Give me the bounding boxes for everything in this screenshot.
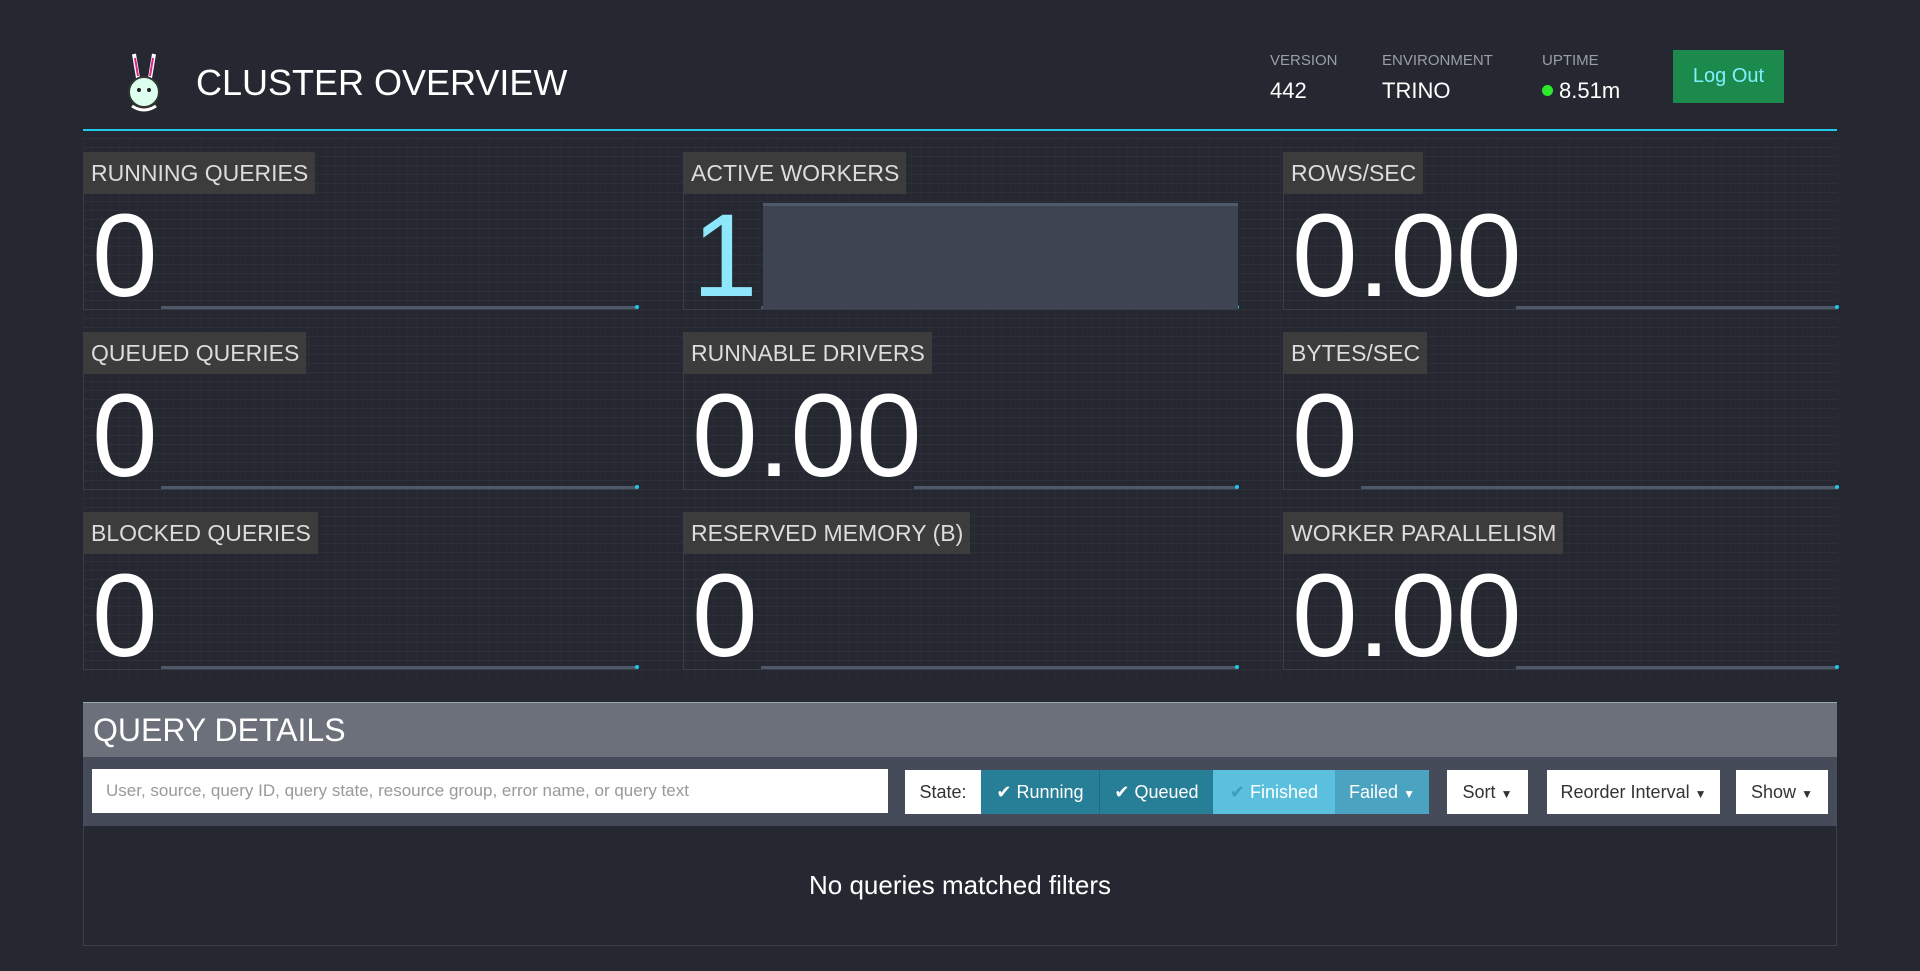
active-workers-sparkline-area xyxy=(763,203,1238,309)
state-filter-label: Queued xyxy=(1134,782,1199,802)
uptime-label: UPTIME xyxy=(1542,52,1599,69)
stat-tile: BLOCKED QUERIES 0 xyxy=(83,512,639,676)
state-filter-label: Finished xyxy=(1250,782,1319,802)
check-icon: ✔ xyxy=(1229,782,1246,802)
stat-sparkline xyxy=(161,665,639,669)
reorder-label: Reorder Interval xyxy=(1560,782,1690,802)
stat-label: BYTES/SEC xyxy=(1284,332,1428,374)
stat-sparkline xyxy=(1361,485,1839,489)
stat-tile: RUNNING QUERIES 0 xyxy=(83,152,639,316)
caret-down-icon: ▼ xyxy=(1801,787,1813,801)
state-label: State: xyxy=(905,770,981,814)
state-filter-running[interactable]: ✔ Running xyxy=(981,770,1100,814)
query-details-title: QUERY DETAILS xyxy=(83,702,1837,757)
state-filter-label: Failed xyxy=(1349,782,1399,802)
stat-value: 0.00 xyxy=(1292,550,1522,682)
stat-tile: ACTIVE WORKERS 1 xyxy=(683,152,1239,316)
stat-label: QUEUED QUERIES xyxy=(84,332,307,374)
stat-sparkline xyxy=(1516,305,1839,309)
uptime: 8.51m xyxy=(1542,78,1620,104)
uptime-value: 8.51m xyxy=(1559,78,1621,103)
trino-logo xyxy=(128,53,160,112)
query-search-input[interactable] xyxy=(92,769,888,813)
version-value: 442 xyxy=(1270,78,1307,103)
caret-down-icon: ▼ xyxy=(1403,787,1415,801)
show-label: Show xyxy=(1751,782,1797,802)
stat-sparkline xyxy=(161,305,639,309)
state-filter-queued[interactable]: ✔ Queued xyxy=(1100,770,1213,814)
stat-sparkline xyxy=(761,665,1239,669)
state-filter-finished[interactable]: ✔ Finished xyxy=(1213,770,1335,814)
stat-value: 0.00 xyxy=(1292,190,1522,322)
stat-sparkline xyxy=(1516,665,1839,669)
environment-label: ENVIRONMENT xyxy=(1382,52,1493,69)
stat-label: RUNNING QUERIES xyxy=(84,152,316,194)
reorder-interval-dropdown[interactable]: Reorder Interval ▼ xyxy=(1547,770,1720,814)
header-divider xyxy=(83,129,1837,131)
stat-value: 0 xyxy=(92,550,158,682)
stat-value: 0 xyxy=(92,190,158,322)
stat-tile: RUNNABLE DRIVERS 0.00 xyxy=(683,332,1239,496)
environment-value: TRINO xyxy=(1382,78,1451,103)
stat-tile: BYTES/SEC 0 xyxy=(1283,332,1839,496)
stat-tile: WORKER PARALLELISM 0.00 xyxy=(1283,512,1839,676)
logout-button[interactable]: Log Out xyxy=(1673,50,1784,103)
stat-value: 0 xyxy=(92,370,158,502)
stat-tile: RESERVED MEMORY (B) 0 xyxy=(683,512,1239,676)
version-label: VERSION xyxy=(1270,52,1338,69)
page-title: CLUSTER OVERVIEW xyxy=(196,62,568,103)
caret-down-icon: ▼ xyxy=(1500,787,1513,801)
check-icon: ✔ xyxy=(1114,782,1130,802)
stat-value: 0 xyxy=(1292,370,1358,502)
stat-value: 1 xyxy=(692,190,758,322)
state-filter-failed-dropdown[interactable]: Failed ▼ xyxy=(1335,770,1429,814)
stat-value: 0 xyxy=(692,550,758,682)
stat-tile: QUEUED QUERIES 0 xyxy=(83,332,639,496)
sort-dropdown[interactable]: Sort ▼ xyxy=(1447,770,1528,814)
state-filter-label: Running xyxy=(1016,782,1084,802)
stat-label: RESERVED MEMORY (B) xyxy=(684,512,971,554)
stat-label: ROWS/SEC xyxy=(1284,152,1424,194)
stat-tile: ROWS/SEC 0.00 xyxy=(1283,152,1839,316)
stat-label: ACTIVE WORKERS xyxy=(684,152,907,194)
stat-sparkline xyxy=(161,485,639,489)
status-dot-icon xyxy=(1542,85,1553,96)
caret-down-icon: ▼ xyxy=(1694,787,1707,801)
stat-label: BLOCKED QUERIES xyxy=(84,512,318,554)
stat-value: 0.00 xyxy=(692,370,922,502)
sort-label: Sort xyxy=(1462,782,1496,802)
stat-label: WORKER PARALLELISM xyxy=(1284,512,1564,554)
show-dropdown[interactable]: Show ▼ xyxy=(1736,770,1828,814)
stat-label: RUNNABLE DRIVERS xyxy=(684,332,932,374)
empty-query-message: No queries matched filters xyxy=(83,826,1837,946)
check-icon: ✔ xyxy=(996,782,1012,802)
stat-sparkline xyxy=(914,485,1239,489)
